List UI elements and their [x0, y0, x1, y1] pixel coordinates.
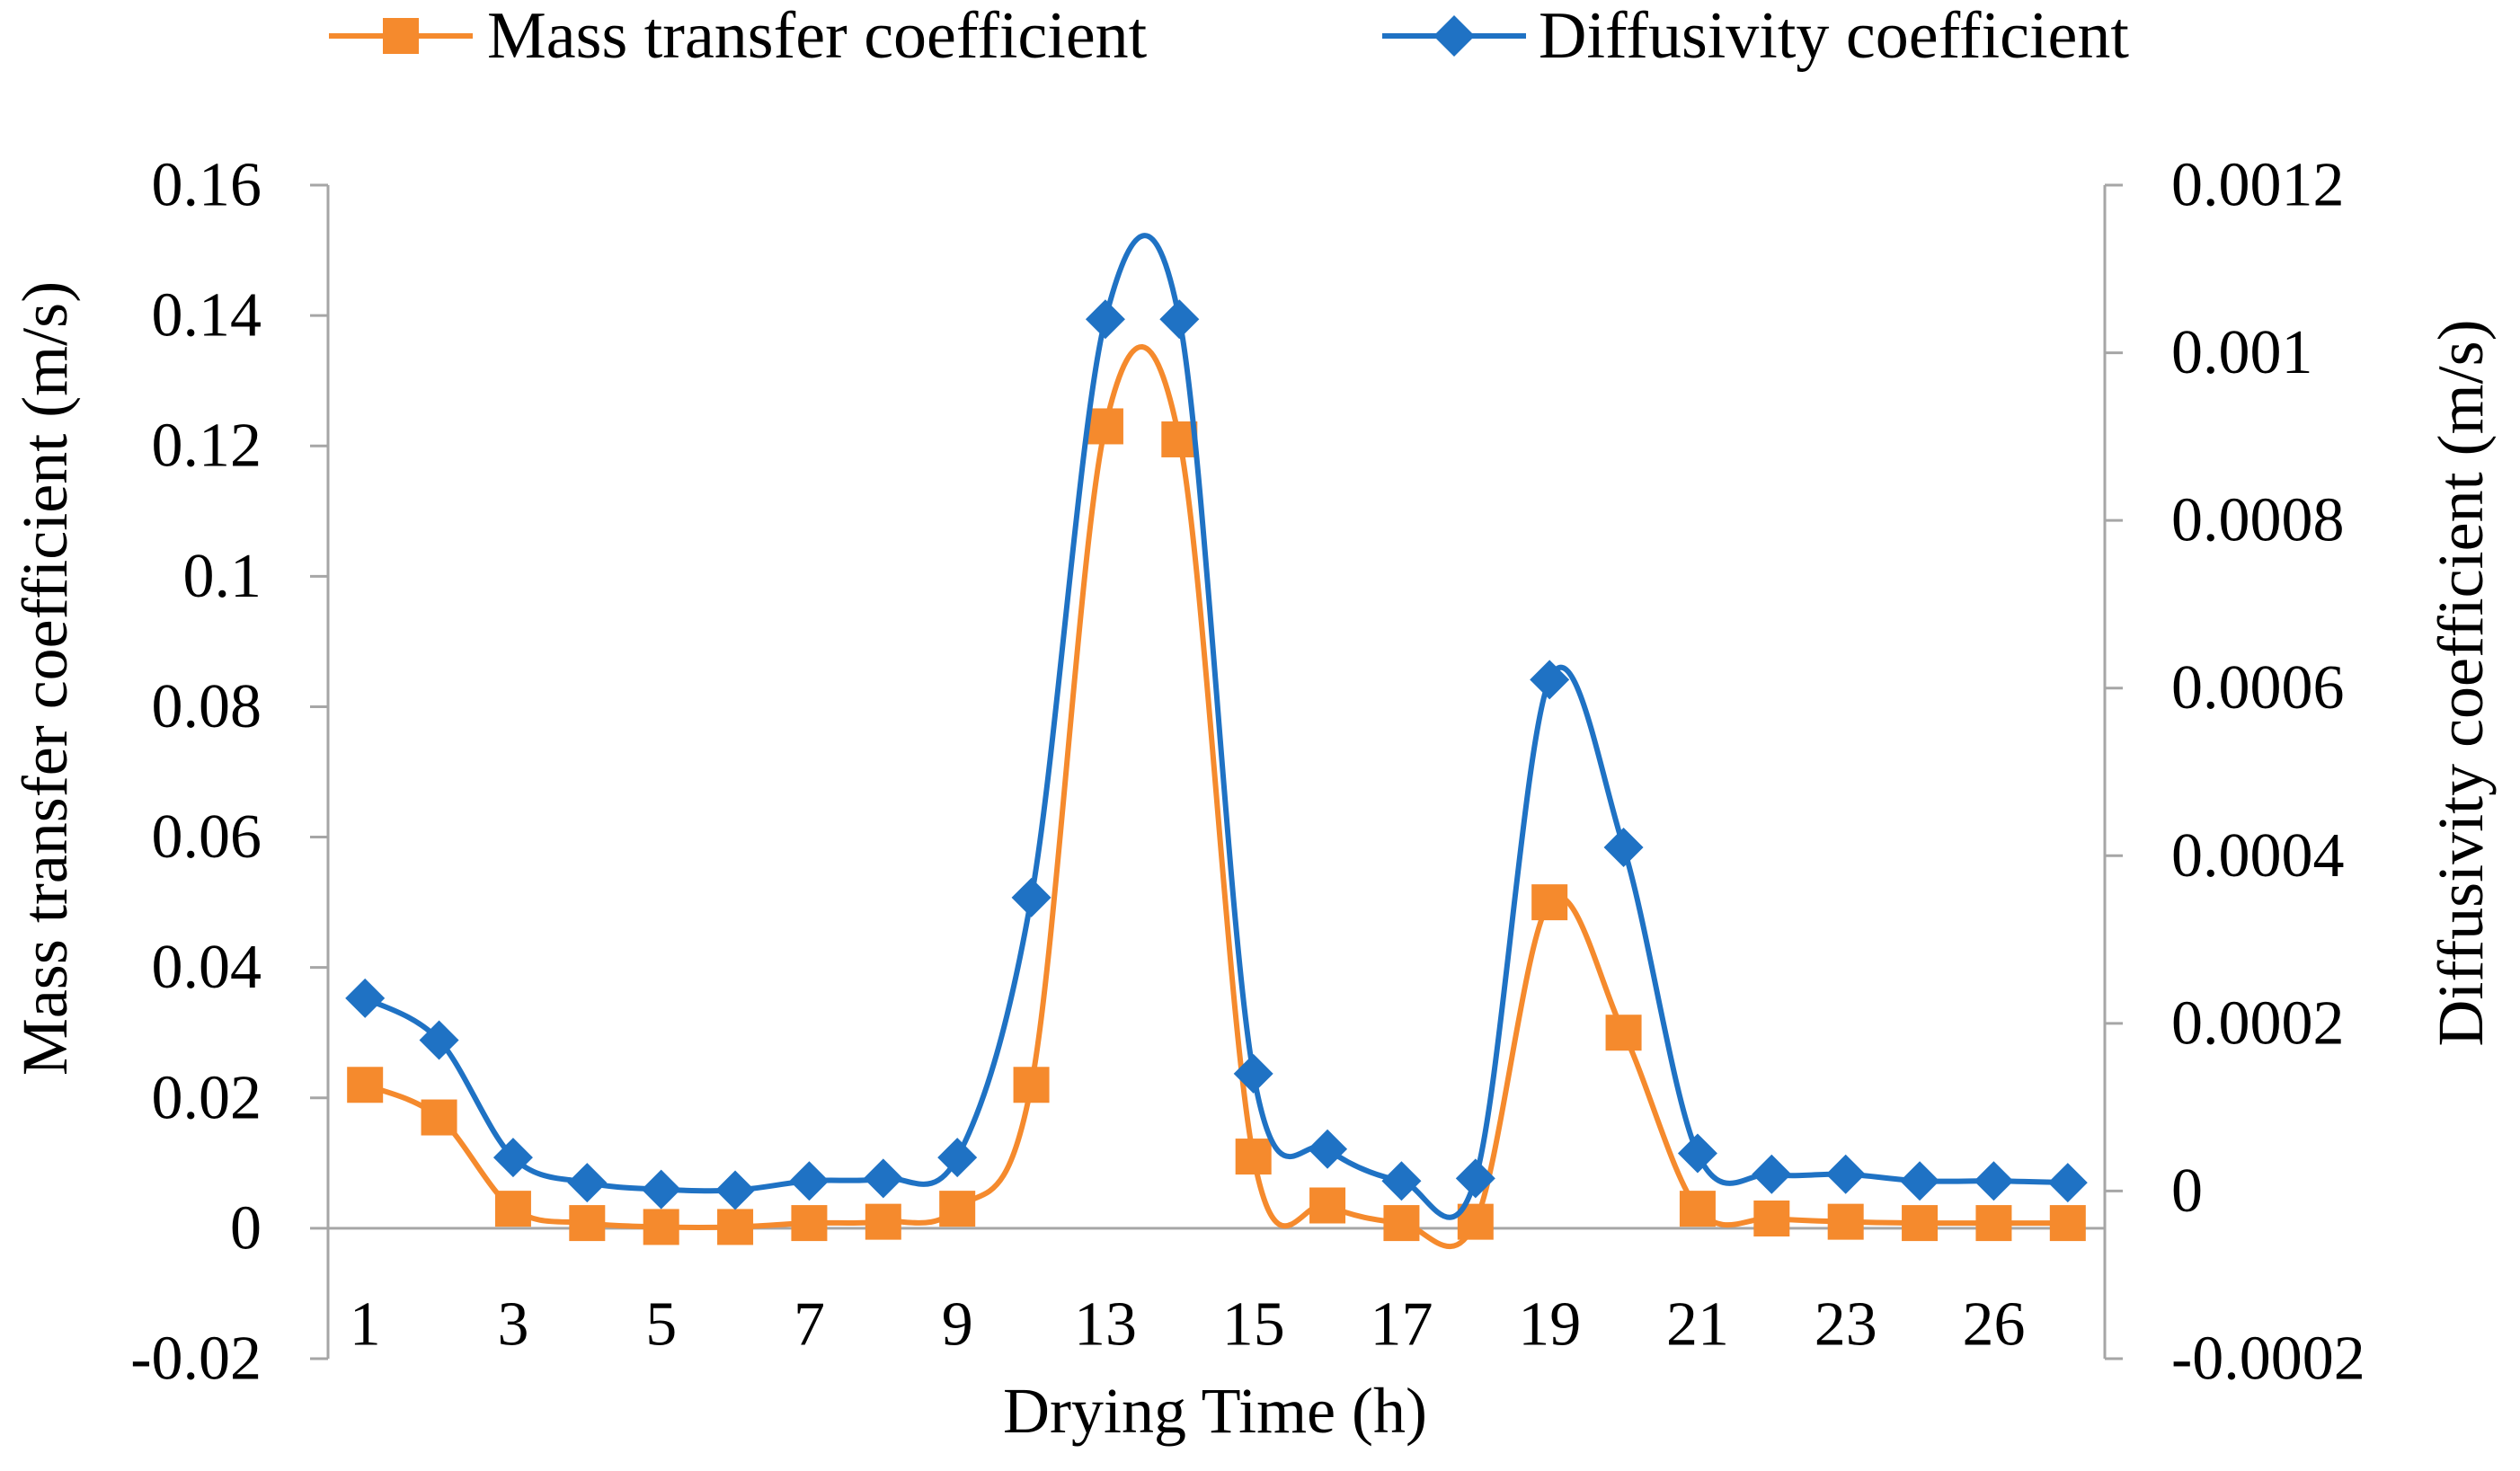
data-point-mass-transfer [1013, 1067, 1050, 1103]
series-layer [345, 233, 2088, 1249]
data-point-diffusivity [789, 1161, 830, 1201]
data-point-diffusivity [937, 1138, 978, 1178]
y-tick-label: 0.06 [152, 802, 262, 872]
data-point-mass-transfer [1679, 1191, 1716, 1227]
data-point-diffusivity [1455, 1158, 1495, 1199]
series-line-mass-transfer [363, 344, 2068, 1249]
data-point-mass-transfer [939, 1191, 976, 1227]
data-point-diffusivity [1085, 299, 1125, 340]
data-point-mass-transfer [1753, 1201, 1790, 1237]
y-tick-label: 0.16 [152, 151, 262, 220]
data-point-diffusivity [1677, 1133, 1717, 1174]
data-point-diffusivity [1308, 1129, 1348, 1169]
y-tick-label: 0.14 [152, 281, 262, 350]
data-point-mass-transfer [1235, 1139, 1272, 1175]
y-tick-label: 0 [230, 1193, 262, 1263]
x-tick-label: 17 [1370, 1290, 1433, 1360]
y2-tick-label: 0.0004 [2171, 821, 2345, 891]
x-tick-label: 23 [1815, 1290, 1877, 1360]
x-tick-label: 9 [942, 1290, 973, 1360]
x-tick-label: 21 [1666, 1290, 1729, 1360]
data-point-mass-transfer [865, 1203, 901, 1240]
y2-tick-label: 0.0012 [2171, 151, 2345, 220]
data-point-mass-transfer [569, 1205, 606, 1242]
x-tick-label: 5 [645, 1290, 677, 1360]
x-axis-title: Drying Time (h) [1003, 1375, 1427, 1447]
data-point-mass-transfer [494, 1191, 531, 1227]
data-point-diffusivity [1974, 1161, 2014, 1201]
y-axis-title: Mass transfer coefficient (m/s) [9, 281, 81, 1076]
axes: -0.02 0 0.02 0.04 0.06 0.08 0.1 0.12 0.14 0.16 -0.… [130, 151, 2365, 1394]
x-tick-label: 3 [497, 1290, 528, 1360]
x-tick-label: 1 [350, 1290, 381, 1360]
data-point-diffusivity [1752, 1154, 1792, 1194]
data-point-mass-transfer [1902, 1205, 1939, 1242]
legend-label-mass-transfer: Mass transfer coefficient [487, 0, 1148, 73]
data-point-diffusivity [419, 1020, 459, 1060]
data-point-mass-transfer [347, 1067, 384, 1103]
data-point-diffusivity [1900, 1161, 1940, 1201]
data-point-diffusivity [1011, 877, 1051, 917]
y-tick-label: -0.02 [130, 1325, 262, 1394]
legend-entry-diffusivity: Diffusivity coefficient [1382, 0, 2129, 73]
y-tick-label: 0.04 [152, 933, 262, 1002]
data-point-diffusivity [2047, 1163, 2088, 1203]
data-point-diffusivity [863, 1158, 903, 1199]
y2-tick-label: -0.0002 [2171, 1325, 2365, 1394]
data-point-mass-transfer [1975, 1205, 2012, 1242]
data-point-diffusivity [1530, 660, 1570, 700]
data-point-mass-transfer [643, 1209, 679, 1245]
legend-marker-diffusivity [1433, 15, 1475, 57]
data-point-diffusivity [1159, 299, 1200, 340]
data-point-mass-transfer [1531, 884, 1568, 921]
y2-tick-label: 0.001 [2171, 318, 2313, 387]
data-point-diffusivity [567, 1163, 608, 1203]
data-point-diffusivity [715, 1170, 756, 1210]
x-tick-label: 15 [1222, 1290, 1285, 1360]
data-point-diffusivity [1233, 1053, 1273, 1094]
data-point-mass-transfer [1383, 1205, 1420, 1242]
y-tick-label: 0.08 [152, 672, 262, 741]
x-tick-label: 26 [1962, 1290, 2025, 1360]
data-point-diffusivity [1603, 827, 1644, 867]
y2-tick-label: 0 [2171, 1156, 2203, 1226]
data-point-diffusivity [1825, 1154, 1866, 1194]
data-point-mass-transfer [1605, 1015, 1642, 1051]
y-tick-label: 0.1 [183, 542, 262, 611]
data-point-mass-transfer [2049, 1205, 2086, 1242]
legend-entry-mass-transfer: Mass transfer coefficient [329, 0, 1148, 73]
data-point-diffusivity [1381, 1161, 1422, 1201]
data-point-mass-transfer [421, 1099, 457, 1136]
legend-marker-mass-transfer [383, 18, 419, 54]
y-tick-label: 0.12 [152, 412, 262, 481]
x-tick-label: 13 [1074, 1290, 1137, 1360]
data-point-diffusivity [641, 1169, 681, 1210]
x-tick-label: 19 [1518, 1290, 1581, 1360]
series-line-diffusivity [363, 233, 2068, 1220]
data-point-mass-transfer [1087, 408, 1123, 445]
data-point-mass-transfer [717, 1209, 754, 1245]
y2-tick-label: 0.0006 [2171, 653, 2345, 722]
data-point-mass-transfer [791, 1205, 828, 1242]
x-tick-label: 7 [794, 1290, 825, 1360]
y2-tick-label: 0.0008 [2171, 486, 2345, 555]
legend-label-diffusivity: Diffusivity coefficient [1539, 0, 2129, 73]
y2-tick-label: 0.0002 [2171, 988, 2345, 1058]
data-point-mass-transfer [1309, 1187, 1346, 1224]
legend: Mass transfer coefficient Diffusivity co… [329, 0, 2129, 73]
y-tick-label: 0.02 [152, 1063, 262, 1132]
data-point-diffusivity [492, 1138, 533, 1178]
data-point-diffusivity [345, 978, 386, 1018]
data-point-mass-transfer [1827, 1203, 1864, 1240]
y2-axis-title: Diffusivity coefficient (m/s) [2425, 319, 2497, 1046]
